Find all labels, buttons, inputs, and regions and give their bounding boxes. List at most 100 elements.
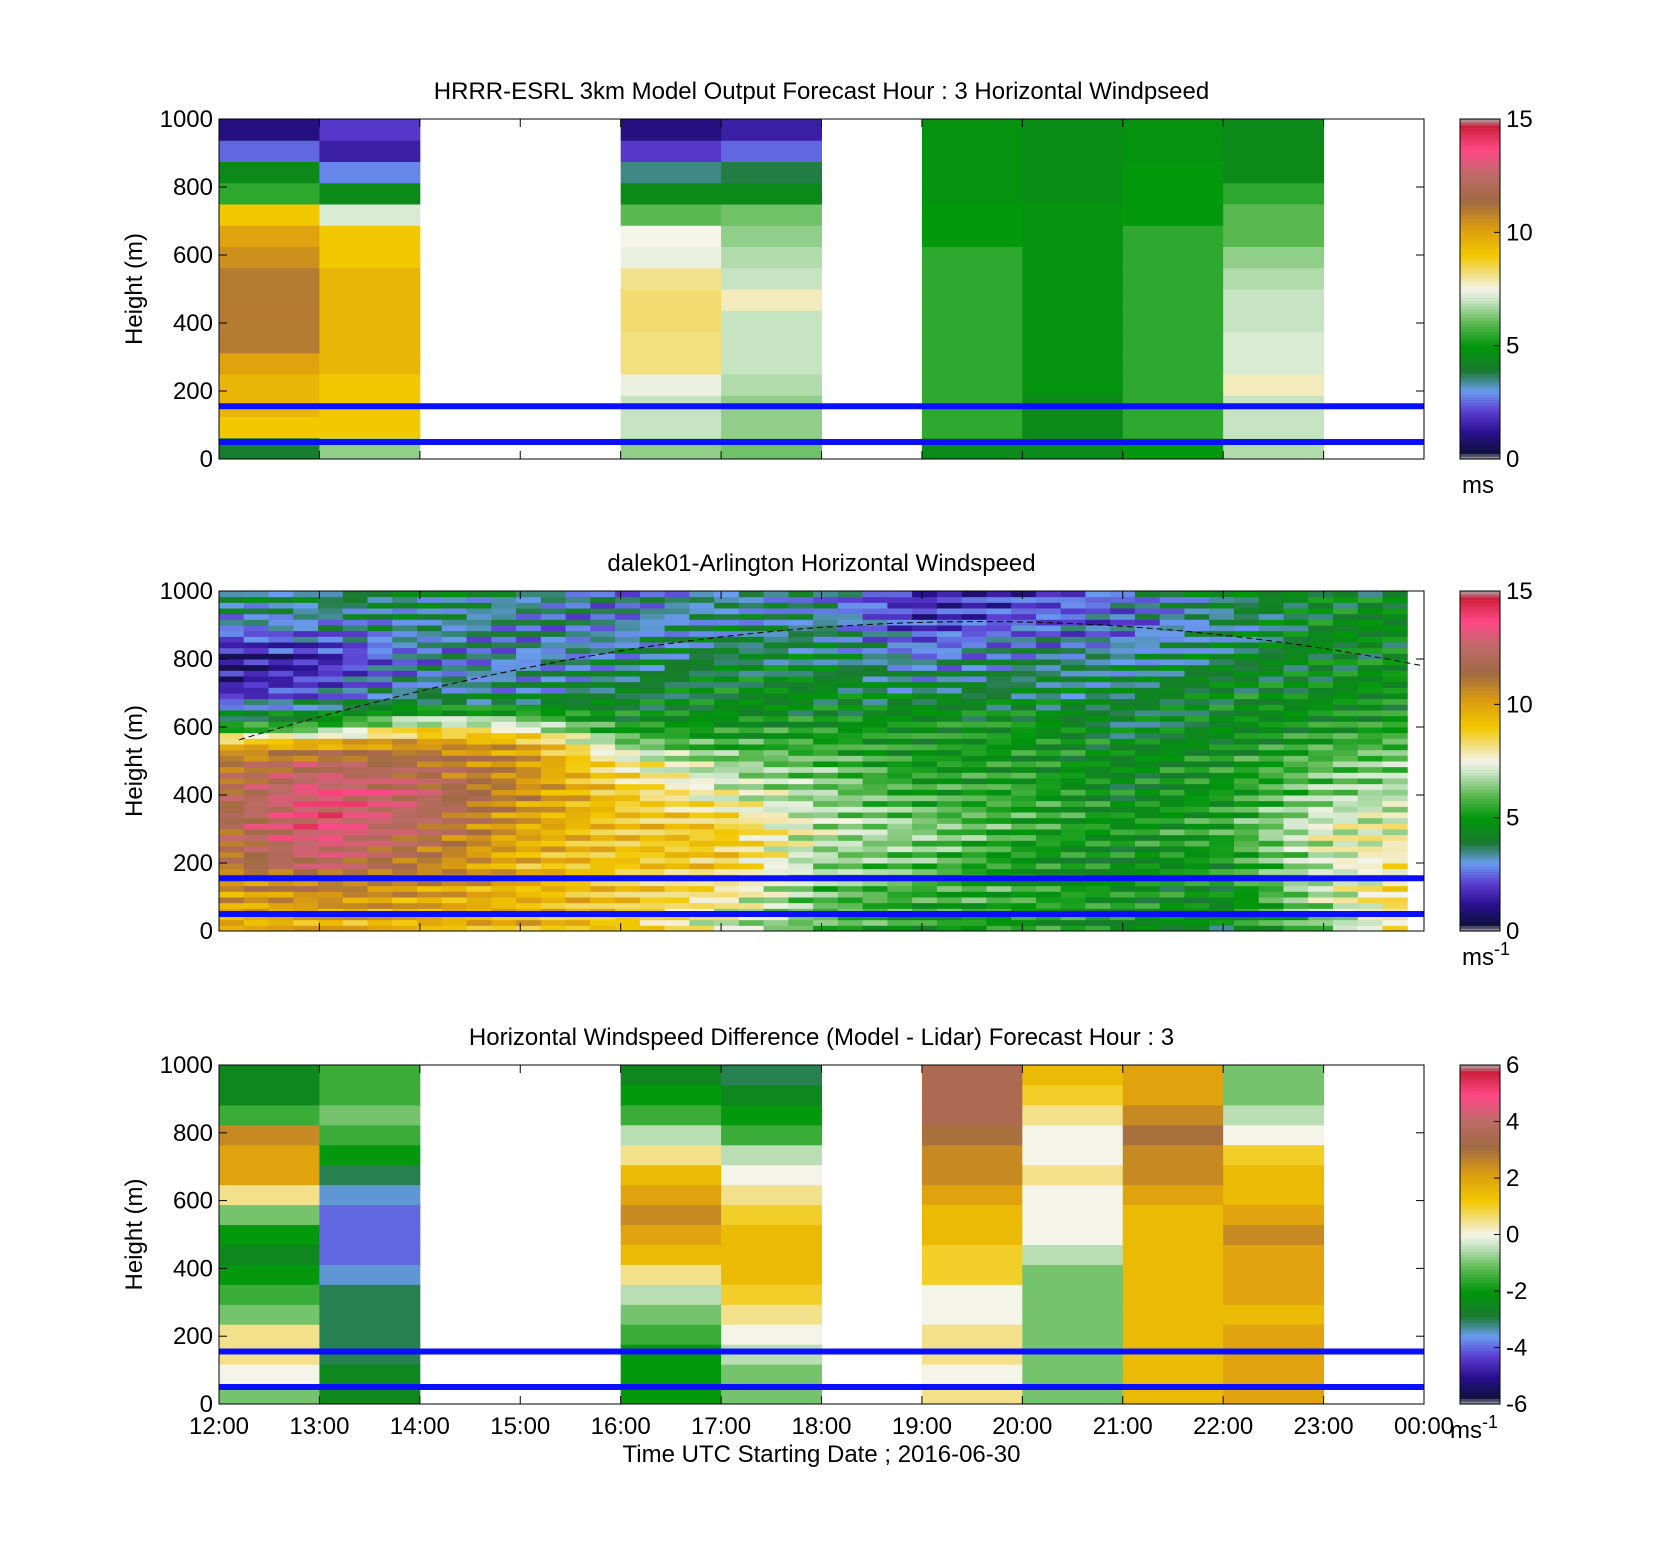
heatmap-cell	[293, 823, 319, 830]
colorbar-segment	[1460, 596, 1500, 601]
heatmap-cell	[1258, 897, 1284, 904]
heatmap-cell	[1035, 749, 1062, 756]
heatmap-cell	[1085, 766, 1111, 773]
heatmap-cell	[219, 919, 245, 926]
colorbar-segment	[1460, 1149, 1500, 1154]
heatmap-cell	[219, 140, 320, 162]
heatmap-cell	[491, 596, 517, 603]
heatmap-cell	[1134, 891, 1161, 898]
heatmap-cell	[1110, 891, 1136, 898]
heatmap-cell	[367, 761, 393, 768]
heatmap-cell	[887, 778, 913, 785]
heatmap-cell	[738, 659, 765, 666]
heatmap-cell	[986, 789, 1012, 796]
heatmap-cell	[367, 681, 393, 688]
heatmap-cell	[219, 755, 245, 762]
heatmap-cell	[788, 670, 814, 677]
heatmap-cell	[664, 925, 690, 932]
heatmap-cell	[565, 772, 591, 779]
heatmap-cell	[1011, 885, 1037, 892]
heatmap-cell	[590, 715, 616, 722]
heatmap-cell	[1184, 761, 1210, 768]
heatmap-cell	[466, 761, 492, 768]
heatmap-cell	[1085, 823, 1111, 830]
heatmap-cell	[565, 863, 591, 870]
heatmap-cell	[1209, 919, 1235, 926]
heatmap-cell	[1134, 783, 1161, 790]
heatmap-cell	[862, 591, 888, 598]
heatmap-cell	[639, 897, 666, 904]
heatmap-cell	[417, 613, 443, 620]
heatmap-cell	[1209, 880, 1235, 887]
heatmap-cell	[293, 647, 319, 654]
heatmap-cell	[1233, 727, 1260, 734]
heatmap-cell	[936, 823, 963, 830]
heatmap-cell	[837, 829, 864, 836]
heatmap-cell	[318, 885, 344, 892]
heatmap-cell	[293, 897, 319, 904]
colorbar-segment	[1460, 795, 1500, 799]
heatmap-cell	[887, 863, 913, 870]
heatmap-cell	[1332, 755, 1359, 762]
y-tick-label: 1000	[160, 578, 213, 605]
heatmap-cell	[516, 868, 542, 875]
heatmap-cell	[1035, 925, 1062, 932]
heatmap-cell	[1134, 880, 1161, 887]
heatmap-cell	[738, 715, 765, 722]
heatmap-cell	[293, 851, 319, 858]
heatmap-cell	[788, 749, 814, 756]
heatmap-cell	[1060, 857, 1086, 864]
heatmap-cell	[1258, 625, 1284, 632]
heatmap-cell	[1209, 698, 1235, 705]
heatmap-cell	[837, 704, 864, 711]
heatmap-cell	[1085, 880, 1111, 887]
heatmap-cell	[392, 863, 418, 870]
heatmap-cell	[714, 868, 740, 875]
heatmap-cell	[721, 1184, 822, 1206]
heatmap-cell	[1035, 919, 1062, 926]
heatmap-cell	[1011, 880, 1037, 887]
heatmap-cell	[293, 863, 319, 870]
heatmap-cell	[268, 919, 294, 926]
heatmap-cell	[721, 225, 822, 247]
heatmap-cell	[590, 636, 616, 643]
heatmap-cell	[664, 880, 690, 887]
heatmap-cell	[1283, 800, 1309, 807]
colorbar-segment	[1460, 354, 1500, 358]
heatmap-cell	[1110, 783, 1136, 790]
heatmap-cell	[342, 693, 369, 700]
heatmap-cell	[219, 1144, 320, 1166]
heatmap-cell	[664, 591, 690, 598]
heatmap-cell	[1184, 783, 1210, 790]
heatmap-cell	[342, 613, 369, 620]
heatmap-cell	[1209, 755, 1235, 762]
heatmap-cell	[319, 161, 421, 184]
heatmap-cell	[367, 812, 393, 819]
heatmap-cell	[936, 857, 963, 864]
heatmap-cell	[620, 289, 722, 311]
heatmap-cell	[516, 902, 542, 909]
heatmap-cell	[342, 727, 369, 734]
heatmap-cell	[590, 834, 616, 841]
heatmap-cell	[219, 1184, 320, 1206]
heatmap-cell	[862, 687, 888, 694]
heatmap-cell	[1184, 602, 1210, 609]
heatmap-cell	[813, 596, 839, 603]
heatmap-cell	[540, 687, 567, 694]
heatmap-cell	[1011, 721, 1037, 728]
heatmap-cell	[1085, 710, 1111, 717]
heatmap-cell	[466, 891, 492, 898]
heatmap-cell	[936, 664, 963, 671]
colorbar-segment	[1460, 1395, 1500, 1399]
heatmap-cell	[219, 693, 245, 700]
heatmap-cell	[689, 885, 715, 892]
heatmap-cell	[466, 806, 492, 813]
heatmap-cell	[714, 659, 740, 666]
heatmap-cell	[763, 647, 789, 654]
heatmap-cell	[936, 766, 963, 773]
heatmap-cell	[1209, 693, 1235, 700]
heatmap-cell	[342, 880, 369, 887]
heatmap-cell	[1011, 755, 1037, 762]
heatmap-cell	[615, 789, 641, 796]
heatmap-cell	[1110, 596, 1136, 603]
